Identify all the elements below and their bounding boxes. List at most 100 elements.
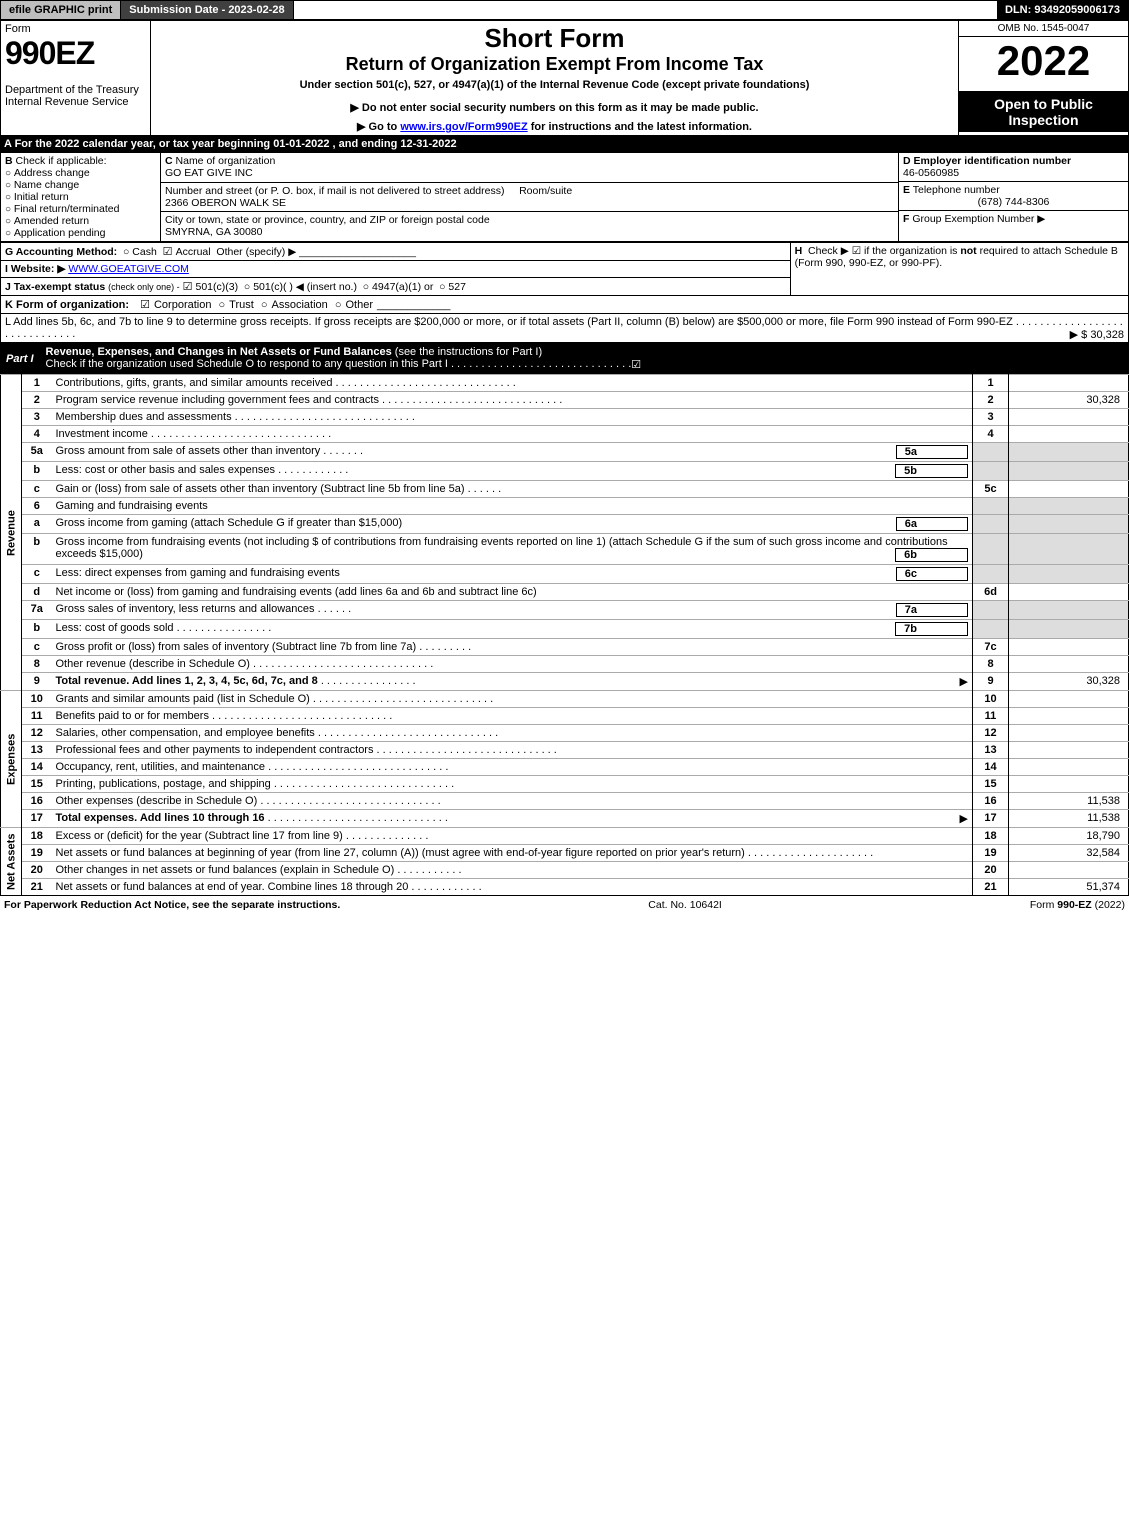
j-501c3: 501(c)(3) <box>195 281 238 293</box>
line-5b: b Less: cost or other basis and sales ex… <box>1 462 1129 481</box>
amt-2: 30,328 <box>1009 392 1129 409</box>
h-cell: H Check ▶ ☑ if the organization is not r… <box>790 243 1128 296</box>
b-check-if: Check if applicable: <box>16 155 107 167</box>
j-4947[interactable]: 4947(a)(1) or <box>372 281 433 293</box>
g-accrual: Accrual <box>176 246 211 258</box>
g-accrual-check[interactable] <box>163 246 176 258</box>
k-label: K Form of organization: <box>5 299 129 311</box>
j-501c3-check[interactable] <box>183 281 196 293</box>
part1-check-icon[interactable] <box>631 358 641 371</box>
c-label: C <box>165 155 173 167</box>
line-9: 9 Total revenue. Add lines 1, 2, 3, 4, 5… <box>1 673 1129 691</box>
tax-year: 2022 <box>959 37 1128 85</box>
footer-right: Form 990-EZ (2022) <box>1030 899 1125 911</box>
k-other[interactable]: Other <box>346 299 374 311</box>
k-row: K Form of organization: Corporation ○ Tr… <box>0 296 1129 314</box>
website-link[interactable]: WWW.GOEATGIVE.COM <box>68 263 189 275</box>
irs-link[interactable]: www.irs.gov/Form990EZ <box>400 121 527 133</box>
minibox-6a: 6a <box>896 517 968 531</box>
minibox-5b: 5b <box>895 464 968 478</box>
line-21: 21 Net assets or fund balances at end of… <box>1 879 1129 896</box>
amt-16: 11,538 <box>1009 793 1129 810</box>
street-value: 2366 OBERON WALK SE <box>165 197 286 209</box>
j-527[interactable]: 527 <box>448 281 466 293</box>
efile-print-button[interactable]: efile GRAPHIC print <box>1 1 121 19</box>
line-6a: a Gross income from gaming (attach Sched… <box>1 515 1129 534</box>
group-exemption: Group Exemption Number ▶ <box>912 213 1045 225</box>
line-8: 8 Other revenue (describe in Schedule O)… <box>1 656 1129 673</box>
col-c-street: Number and street (or P. O. box, if mail… <box>161 182 899 212</box>
line-6: 6 Gaming and fundraising events <box>1 498 1129 515</box>
g-label: G Accounting Method: <box>5 246 117 258</box>
city-label: City or town, state or province, country… <box>165 214 490 226</box>
e-label: E <box>903 184 910 196</box>
amt-17: 11,538 <box>1009 810 1129 828</box>
part1-title: Revenue, Expenses, and Changes in Net As… <box>46 346 392 358</box>
g-cash[interactable]: Cash <box>132 246 157 258</box>
g-cell: G Accounting Method: ○ Cash Accrual Othe… <box>1 243 791 261</box>
col-def: D Employer identification number 46-0560… <box>899 153 1129 242</box>
k-trust[interactable]: Trust <box>229 299 254 311</box>
k-assoc[interactable]: Association <box>272 299 328 311</box>
chk-app-pending[interactable]: Application pending <box>5 227 156 239</box>
chk-amended-return[interactable]: Amended return <box>5 215 156 227</box>
minibox-7a: 7a <box>896 603 968 617</box>
ein-label: Employer identification number <box>914 155 1072 167</box>
j-label: J Tax-exempt status <box>5 281 105 293</box>
gh-row: G Accounting Method: ○ Cash Accrual Othe… <box>0 242 1129 296</box>
part1-label: Part I <box>6 353 34 365</box>
line-7c: c Gross profit or (loss) from sales of i… <box>1 639 1129 656</box>
city-value: SMYRNA, GA 30080 <box>165 226 262 238</box>
j-tail: (check only one) - <box>108 282 180 292</box>
omb-number: OMB No. 1545-0047 <box>959 21 1128 37</box>
line-11: 11 Benefits paid to or for members 11 <box>1 708 1129 725</box>
topbar-spacer <box>294 1 997 19</box>
page-footer: For Paperwork Reduction Act Notice, see … <box>0 896 1129 914</box>
dots-icon <box>451 358 631 370</box>
l-amount: ▶ $ 30,328 <box>1070 328 1124 341</box>
minibox-7b: 7b <box>895 622 968 636</box>
l-row: L Add lines 5b, 6c, and 7b to line 9 to … <box>0 314 1129 343</box>
goto-row: ▶ Go to www.irs.gov/Form990EZ for instru… <box>155 120 954 133</box>
line-13: 13 Professional fees and other payments … <box>1 742 1129 759</box>
no-ssn-note: ▶ Do not enter social security numbers o… <box>155 101 954 114</box>
footer-left: For Paperwork Reduction Act Notice, see … <box>4 899 340 911</box>
part1-lines: Revenue 1 Contributions, gifts, grants, … <box>0 374 1129 896</box>
arrow-icon: ▶ <box>960 812 968 825</box>
chk-final-return[interactable]: Final return/terminated <box>5 203 156 215</box>
col-c-city: City or town, state or province, country… <box>161 212 899 242</box>
line-19: 19 Net assets or fund balances at beginn… <box>1 845 1129 862</box>
line-3: 3 Membership dues and assessments 3 <box>1 409 1129 426</box>
minibox-6c: 6c <box>896 567 968 581</box>
g-other[interactable]: Other (specify) ▶ <box>216 246 296 258</box>
submission-date-badge: Submission Date - 2023-02-28 <box>121 1 293 19</box>
k-corp: Corporation <box>154 299 211 311</box>
arrow-icon: ▶ <box>960 675 968 688</box>
chk-address-change[interactable]: Address change <box>5 167 156 179</box>
chk-name-change[interactable]: Name change <box>5 179 156 191</box>
part1-check-o: Check if the organization used Schedule … <box>46 358 448 370</box>
goto-prefix: ▶ Go to <box>357 121 397 133</box>
line-10: Expenses 10 Grants and similar amounts p… <box>1 691 1129 708</box>
main-title: Return of Organization Exempt From Incom… <box>155 54 954 75</box>
minibox-6b: 6b <box>895 548 968 562</box>
line-6b: b Gross income from fundraising events (… <box>1 534 1129 565</box>
telephone: (678) 744-8306 <box>903 196 1124 208</box>
line-1: Revenue 1 Contributions, gifts, grants, … <box>1 375 1129 392</box>
line-12: 12 Salaries, other compensation, and emp… <box>1 725 1129 742</box>
line-6d: d Net income or (loss) from gaming and f… <box>1 584 1129 601</box>
j-501c[interactable]: 501(c)( ) ◀ (insert no.) <box>253 281 357 293</box>
k-corp-check[interactable] <box>140 298 150 311</box>
amt-18: 18,790 <box>1009 828 1129 845</box>
i-label: I Website: ▶ <box>5 263 65 275</box>
amt-21: 51,374 <box>1009 879 1129 896</box>
line-7a: 7a Gross sales of inventory, less return… <box>1 601 1129 620</box>
form-number: 990EZ <box>5 35 94 71</box>
under-section: Under section 501(c), 527, or 4947(a)(1)… <box>155 79 954 91</box>
right-header-cell: OMB No. 1545-0047 2022 <box>959 21 1129 92</box>
chk-initial-return[interactable]: Initial return <box>5 191 156 203</box>
dept-label: Department of the Treasury <box>5 84 139 96</box>
short-form-title: Short Form <box>155 23 954 54</box>
line-a: A For the 2022 calendar year, or tax yea… <box>0 136 1129 152</box>
col-b: B Check if applicable: Address change Na… <box>1 153 161 242</box>
